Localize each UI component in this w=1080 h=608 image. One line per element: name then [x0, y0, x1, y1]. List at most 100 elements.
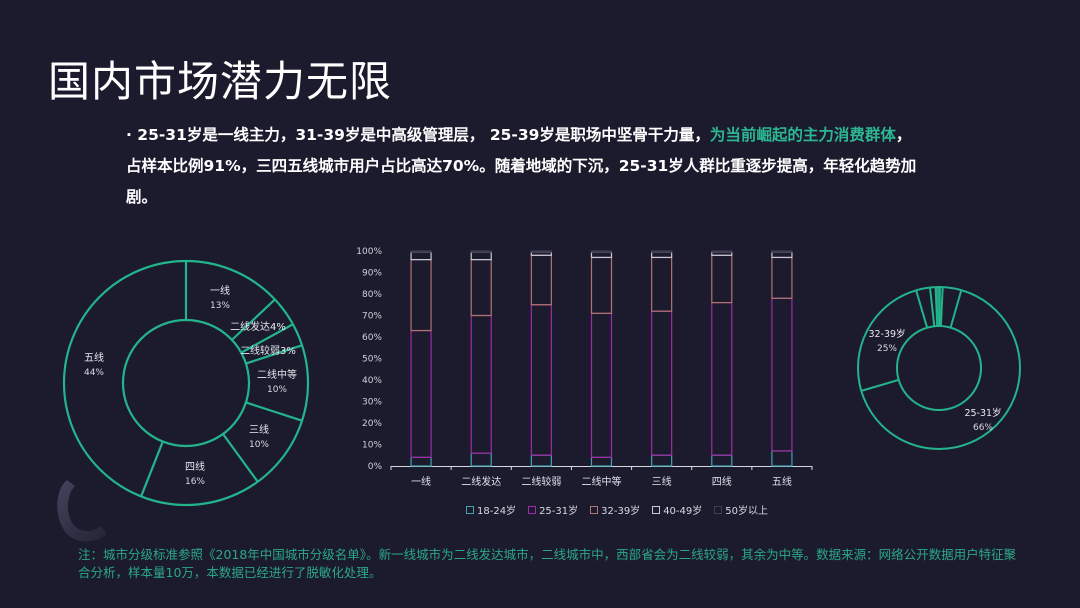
donut-divider [949, 289, 963, 328]
x-tick-label: 一线 [411, 475, 431, 488]
legend-label: 40-49岁 [663, 506, 703, 517]
donut-value-0: 13% [210, 301, 230, 311]
footnote: 注：城市分级标准参照《2018年中国城市分级名单》。新一线城市为二线发达城市，二… [78, 547, 1017, 580]
donut-divider [928, 287, 936, 327]
bar-segment [410, 456, 432, 467]
bar-segment [530, 254, 552, 306]
donut-divider [939, 287, 944, 327]
donut-value-5: 16% [185, 477, 205, 487]
bar-segment [590, 250, 613, 253]
bar-segment [711, 250, 733, 253]
donut-divider [915, 290, 929, 328]
bar-segment [771, 450, 793, 467]
bar-chart-legend: 18-24岁 25-31岁 32-39岁 40-49岁 50岁以上 [466, 502, 768, 517]
bar-segment [410, 259, 432, 332]
bar-segment [651, 454, 673, 467]
x-tick-label: 二线发达 [461, 475, 501, 488]
slide-title: 国内市场潜力无限 [48, 57, 393, 106]
donut-divider [140, 441, 164, 497]
legend-item: 50岁以上 [714, 502, 768, 517]
bar-segment [410, 250, 432, 253]
donut-label-4: 三线 [249, 423, 269, 436]
bar-segment [530, 454, 552, 467]
donut-label-3: 二线中等 [257, 368, 297, 381]
bar-segment [530, 304, 552, 456]
legend-item: 32-39岁 [590, 502, 640, 517]
y-tick-label: 60% [362, 333, 382, 343]
legend-item: 40-49岁 [652, 502, 702, 517]
donut-value-6: 44% [84, 368, 104, 378]
y-tick-label: 80% [362, 290, 382, 300]
y-tick-label: 100% [356, 247, 382, 257]
donut-value-25-31: 66% [973, 423, 993, 433]
donut-label-0: 一线 [210, 284, 230, 297]
bar-segment [711, 254, 733, 304]
bar-segment [590, 251, 613, 259]
legend-swatch-icon [466, 505, 474, 514]
y-tick-label: 40% [362, 376, 382, 386]
donut-divider [222, 433, 259, 483]
bar-segment [470, 452, 492, 467]
age-by-city-stacked-bar-chart: 0% 10% 20% 30% 40% 50% 60% 70% 80% 90% 100% 一线 二线发达 二… [356, 247, 813, 488]
bar-segment [590, 312, 613, 459]
bar-segment [651, 256, 673, 312]
summary-highlight: 为当前崛起的主力消费群体 [709, 126, 896, 144]
bar-segment [651, 250, 673, 253]
x-tick-label: 三线 [652, 475, 672, 488]
bar-segment [651, 251, 673, 259]
bar-segment [470, 314, 492, 454]
donut-label-25-31: 25-31岁 [964, 407, 1001, 419]
donut-value-32-39: 25% [877, 344, 897, 354]
legend-swatch-icon [714, 505, 723, 514]
x-tick-label: 二线较弱 [521, 475, 561, 488]
donut-label-1: 二线发达4% [230, 320, 286, 333]
legend-swatch-icon [528, 505, 537, 514]
bar-segment [530, 250, 552, 253]
y-tick-label: 90% [362, 269, 382, 279]
legend-swatch-icon [652, 505, 661, 514]
donut-label-5: 四线 [185, 460, 205, 473]
donut-divider [245, 401, 303, 422]
bar-segment [410, 329, 432, 458]
decorative-arc-icon [57, 480, 107, 542]
donut-divider [861, 378, 899, 392]
bar-segment [711, 302, 733, 456]
age-distribution-donut-chart: 32-39岁 25% 25-31岁 66% [857, 286, 1021, 450]
x-tick-label: 五线 [772, 475, 792, 488]
legend-label: 25-31岁 [539, 506, 579, 517]
bar-segment [771, 251, 793, 259]
bar-segment [651, 310, 673, 456]
legend-swatch-icon [590, 505, 599, 514]
bar-segment [470, 250, 492, 253]
bar-segment [771, 256, 793, 299]
bar-segment [590, 256, 613, 314]
donut-label-2: 二线较弱3% [240, 344, 296, 357]
bar-segment [771, 250, 793, 253]
donut-label-32-39: 32-39岁 [868, 328, 905, 340]
summary-text-2: ，占样本比例91%，三四五线城市用户占比高达70%。随着地域的下沉，25-31岁… [126, 126, 917, 206]
bar-segment [470, 251, 492, 261]
y-tick-label: 70% [362, 312, 382, 322]
y-tick-label: 30% [362, 398, 382, 408]
legend-item: 25-31岁 [528, 502, 578, 517]
bar-segment [410, 251, 432, 261]
donut-value-3: 10% [267, 385, 287, 395]
city-tier-donut-chart: 一线 13%二线发达4% 二线较弱3% 二线中等 10% 三线 10% 四线 16% 五线 44% [62, 259, 310, 507]
x-tick-label: 二线中等 [582, 475, 622, 488]
donut-divider [245, 344, 303, 365]
summary-text-1: · 25-31岁是一线主力，31-39岁是中高级管理层， 25-39岁是职场中坚… [126, 126, 710, 144]
donut-label-6: 五线 [84, 351, 104, 364]
bar-segment [711, 454, 733, 467]
y-tick-label: 50% [362, 355, 382, 365]
bar-segment [470, 259, 492, 317]
bar-segment [590, 456, 613, 467]
donut-divider [231, 298, 276, 341]
legend-item: 18-24岁 [466, 502, 516, 517]
y-tick-label: 10% [362, 441, 382, 451]
summary-paragraph: · 25-31岁是一线主力，31-39岁是中高级管理层， 25-39岁是职场中坚… [126, 120, 926, 213]
x-tick-label: 四线 [712, 475, 732, 488]
legend-label: 32-39岁 [601, 506, 641, 517]
y-tick-label: 20% [362, 419, 382, 429]
bar-segment [771, 297, 793, 452]
